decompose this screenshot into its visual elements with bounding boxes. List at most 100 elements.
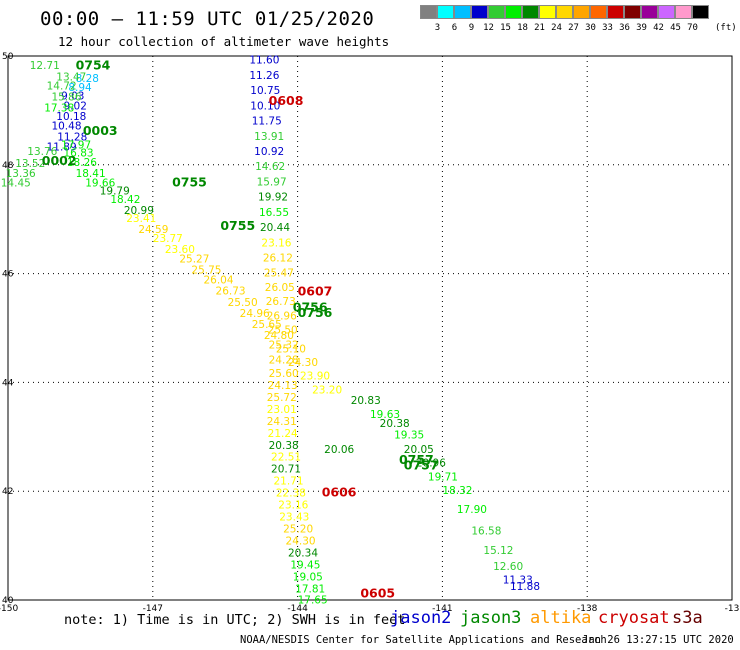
wave-height-label: 19.63 xyxy=(370,409,400,421)
wave-height-label: 14.62 xyxy=(255,161,285,173)
color-scale-label: 70 xyxy=(687,23,698,33)
wave-height-label: 10.10 xyxy=(250,100,280,112)
wave-height-label: 24.96 xyxy=(240,308,270,320)
time-label: 0756 xyxy=(298,305,333,320)
wave-height-label: 17.38 xyxy=(44,102,74,114)
color-scale-label: 33 xyxy=(602,23,613,33)
time-label: 0756 xyxy=(293,300,328,315)
wave-height-label: 23.77 xyxy=(153,233,183,245)
wave-height-label: 24.13 xyxy=(268,380,298,392)
wave-height-label: 25.65 xyxy=(252,319,282,331)
color-swatch xyxy=(471,5,488,19)
wave-height-label: 16.55 xyxy=(259,207,289,219)
wave-height-label: 17.81 xyxy=(295,583,325,595)
wave-height-label: 14.72 xyxy=(47,81,77,93)
wave-height-label: 17.65 xyxy=(298,594,328,606)
wave-height-label: 8.28 xyxy=(76,73,99,85)
wave-height-label: 20.06 xyxy=(324,444,354,456)
time-label: 0757 xyxy=(404,457,439,472)
legend-s3a: s3a xyxy=(672,608,703,628)
y-tick-label: 50 xyxy=(2,52,14,62)
wave-height-label: 20.83 xyxy=(351,395,381,407)
color-swatch xyxy=(556,5,573,19)
wave-height-label: 25.72 xyxy=(267,392,297,404)
wave-height-label: 25.27 xyxy=(179,254,209,266)
wave-height-label: 16.58 xyxy=(471,526,501,538)
wave-height-label: 23.16 xyxy=(278,500,308,512)
wave-height-label: 19.35 xyxy=(394,429,424,441)
units-note: note: 1) Time is in UTC; 2) SWH is in fe… xyxy=(64,612,406,628)
wave-height-label: 26.12 xyxy=(263,253,293,265)
wave-height-label: 13.36 xyxy=(6,168,36,180)
wave-height-label: 12.71 xyxy=(30,60,60,72)
color-scale-label: 15 xyxy=(500,23,511,33)
wave-height-label: 10.75 xyxy=(250,85,280,97)
wave-height-label: 9.02 xyxy=(64,100,87,112)
wave-height-label: 18.32 xyxy=(442,485,472,497)
y-tick-label: 46 xyxy=(2,270,14,280)
color-swatch xyxy=(692,5,709,19)
time-label: 0608 xyxy=(269,93,304,108)
color-scale-label: 9 xyxy=(468,23,475,33)
legend-jason3: jason3 xyxy=(460,608,522,628)
time-label: 0607 xyxy=(298,283,333,298)
legend-jason2: jason2 xyxy=(390,608,452,628)
wave-height-label: 17.90 xyxy=(457,504,487,516)
color-scale-unit: (ft) xyxy=(715,23,737,33)
color-swatch xyxy=(522,5,539,19)
color-swatch xyxy=(641,5,658,19)
legend-altika: altika xyxy=(530,608,592,628)
wave-height-label: 24.31 xyxy=(267,416,297,428)
wave-height-label: 13.47 xyxy=(56,71,86,83)
wave-height-label: 18.26 xyxy=(67,157,97,169)
wave-height-label: 24.30 xyxy=(286,536,316,548)
wave-height-label: 13.76 xyxy=(27,146,57,158)
wave-height-label: 19.71 xyxy=(428,471,458,483)
wave-height-label: 26.96 xyxy=(267,310,297,322)
wave-height-label: 18.41 xyxy=(76,168,106,180)
wave-height-label: 26.05 xyxy=(265,282,295,294)
time-label: 0605 xyxy=(360,585,395,600)
color-swatch xyxy=(590,5,607,19)
wave-height-label: 23.41 xyxy=(126,213,156,225)
wave-height-label: 15.86 xyxy=(51,92,81,104)
wave-height-label: 26.73 xyxy=(216,285,246,297)
wave-height-label: 14.45 xyxy=(1,178,31,190)
time-label: 0757 xyxy=(399,452,434,467)
y-tick-label: 40 xyxy=(2,596,14,606)
wave-height-label: 19.66 xyxy=(85,178,115,190)
color-swatch xyxy=(454,5,471,19)
wave-height-label: 15.97 xyxy=(257,176,287,188)
wave-height-label: 11.28 xyxy=(57,131,87,143)
wave-height-label: 23.16 xyxy=(261,237,291,249)
wave-height-label: 10.48 xyxy=(51,120,81,132)
wave-height-label: 19.45 xyxy=(290,559,320,571)
color-swatch xyxy=(505,5,522,19)
time-label: 0002 xyxy=(42,153,77,168)
color-scale-label: 24 xyxy=(551,23,562,33)
wave-height-label: 23.60 xyxy=(165,244,195,256)
x-tick-label: -150 xyxy=(0,604,18,614)
wave-height-label: 25.60 xyxy=(269,368,299,380)
color-scale-label: 45 xyxy=(670,23,681,33)
y-tick-label: 44 xyxy=(2,378,14,388)
color-swatch xyxy=(539,5,556,19)
wave-height-label: 25.50 xyxy=(268,324,298,336)
wave-height-label: 21.71 xyxy=(273,476,303,488)
time-label: 0754 xyxy=(76,58,111,73)
wave-height-label: 23.01 xyxy=(267,404,297,416)
wave-height-label: 20.99 xyxy=(124,205,154,217)
color-swatch xyxy=(573,5,590,19)
wave-height-label: 23.20 xyxy=(312,384,342,396)
wave-height-label: 23.43 xyxy=(279,512,309,524)
chart-subtitle: 12 hour collection of altimeter wave hei… xyxy=(58,34,390,49)
wave-height-label: 25.32 xyxy=(269,340,299,352)
x-tick-label: -13 xyxy=(725,604,740,614)
color-scale-label: 27 xyxy=(568,23,579,33)
wave-height-label: 24.28 xyxy=(269,354,299,366)
time-label: 0755 xyxy=(220,218,255,233)
wave-height-label: 24.80 xyxy=(264,330,294,342)
color-scale-label: 39 xyxy=(636,23,647,33)
plot-frame xyxy=(7,55,733,601)
